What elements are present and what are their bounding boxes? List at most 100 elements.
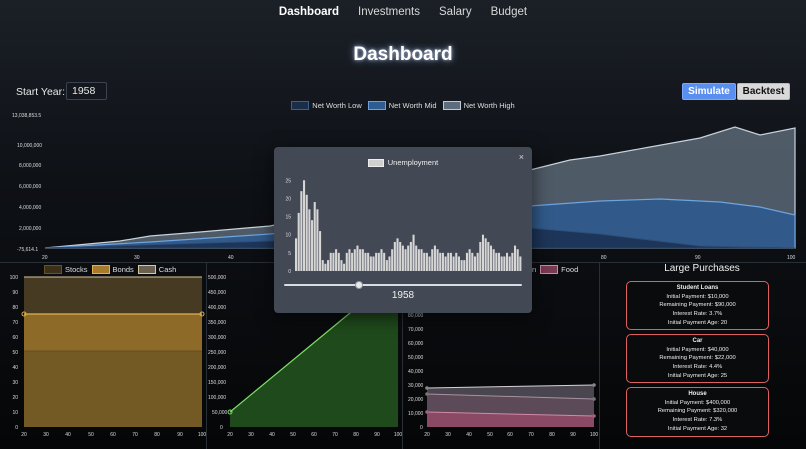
unemployment-bar	[351, 252, 354, 271]
savings-chart: 500,000 450,000 400,000 350,000 300,000 …	[208, 275, 402, 438]
purchase-age: Initial Payment Age: 32	[667, 425, 728, 432]
exp-xtick: 90	[570, 432, 576, 438]
purchase-rate: Interest Rate: 3.7%	[672, 311, 723, 318]
unemployment-bar	[489, 245, 493, 271]
close-icon[interactable]: ×	[518, 152, 524, 162]
unemployment-bar	[503, 256, 506, 271]
year-slider-track[interactable]	[284, 284, 522, 286]
purchase-age: Initial Payment Age: 20	[667, 319, 728, 326]
unemployment-bar	[479, 241, 482, 271]
unemployment-bar	[311, 220, 314, 271]
unemployment-bar	[428, 256, 431, 271]
purchase-card-car[interactable]: Car Initial Payment: $40,000 Remaining P…	[626, 334, 769, 383]
unemployment-bar	[383, 252, 386, 271]
unemployment-bar	[377, 252, 380, 271]
alloc-ytick: 0	[15, 425, 18, 431]
expenses-legend: n Food	[532, 265, 578, 274]
sav-ytick: 200,000	[208, 365, 226, 371]
unemployment-bar	[417, 249, 420, 271]
exp-ytick: 20,000	[408, 397, 424, 403]
unemployment-bar	[439, 252, 442, 271]
legend-bonds[interactable]: Bonds	[91, 265, 134, 274]
unemployment-bar	[455, 252, 458, 271]
unemployment-bar	[337, 252, 340, 271]
nav-budget[interactable]: Budget	[490, 6, 528, 18]
alloc-xtick: 50	[88, 432, 94, 438]
nav-investments[interactable]: Investments	[358, 6, 420, 18]
exp-ytick: 30,000	[408, 383, 424, 389]
sav-ytick: 300,000	[208, 335, 226, 341]
year-slider-value: 1958	[391, 290, 415, 301]
alloc-ytick: 80	[12, 305, 18, 311]
page-title: Dashboard	[353, 44, 453, 65]
legend-networth-mid[interactable]: Net Worth Mid	[367, 101, 437, 110]
purchase-card-house[interactable]: House Initial Payment: $400,000 Remainin…	[626, 387, 769, 437]
sav-ytick: 400,000	[208, 305, 226, 311]
unemployment-bar	[500, 256, 503, 271]
purchase-card-student-loans[interactable]: Student Loans Initial Payment: $10,000 R…	[626, 281, 769, 330]
cash-area	[24, 277, 202, 314]
unemployment-bar	[452, 256, 455, 271]
unemployment-bar	[471, 252, 474, 271]
nav-dashboard[interactable]: Dashboard	[278, 6, 339, 18]
nw-xtick: 100	[787, 255, 796, 261]
nav-salary[interactable]: Salary	[439, 6, 472, 18]
purchase-name: Student Loans	[676, 285, 719, 291]
unemployment-legend[interactable]: Unemployment	[274, 158, 532, 167]
expenses-food-area	[427, 412, 594, 427]
alloc-xtick: 20	[21, 432, 27, 438]
sav-ytick: 150,000	[208, 380, 226, 386]
nw-ytick: 2,000,000	[19, 226, 41, 232]
unemployment-bar	[476, 252, 479, 271]
legend-networth-high[interactable]: Net Worth High	[442, 101, 515, 110]
unemployment-bar	[519, 256, 522, 271]
allocation-legend: Stocks Bonds Cash	[44, 265, 176, 274]
unemployment-bar	[316, 209, 319, 271]
exp-ytick: 40,000	[408, 369, 424, 375]
nw-ytick: 6,000,000	[19, 184, 41, 190]
legend-food[interactable]: Food	[540, 265, 578, 274]
networth-legend: Net Worth Low Net Worth Mid Net Worth Hi…	[0, 101, 806, 110]
alloc-xtick: 70	[132, 432, 138, 438]
unemployment-bar	[345, 252, 348, 271]
legend-stocks[interactable]: Stocks	[44, 265, 88, 274]
unemployment-bar	[393, 241, 396, 271]
nw-ytick: 13,038,853.5	[12, 113, 41, 119]
unemployment-bar	[372, 256, 375, 271]
savings-area	[230, 308, 398, 427]
large-purchases-title: Large Purchases	[664, 263, 740, 274]
unemployment-bar	[441, 252, 444, 271]
nw-ytick: 10,000,000	[17, 143, 42, 149]
legend-networth-low[interactable]: Net Worth Low	[291, 101, 362, 110]
legend-cash[interactable]: Cash	[137, 265, 176, 274]
allocation-chart: 100 90 80 70 60 50 40 30 20 10 0 20 30 4…	[10, 275, 206, 438]
sav-xtick: 30	[248, 432, 254, 438]
unemployment-bar	[425, 252, 428, 271]
unemployment-bar	[329, 252, 332, 271]
simulate-button[interactable]: Simulate	[682, 83, 736, 100]
unemployment-bar	[367, 252, 370, 271]
backtest-button[interactable]: Backtest	[737, 83, 790, 100]
sav-ytick: 450,000	[208, 290, 226, 296]
unemployment-bar	[412, 234, 415, 271]
unemployment-bar	[391, 249, 394, 271]
unemployment-bar	[481, 234, 485, 271]
panel-divider	[402, 262, 403, 449]
nw-xtick: 40	[228, 255, 234, 261]
unemployment-bar	[348, 249, 351, 271]
sav-ytick: 250,000	[208, 350, 226, 356]
unemployment-bar	[457, 256, 460, 271]
year-slider-thumb[interactable]	[354, 281, 363, 289]
alloc-xtick: 30	[43, 432, 49, 438]
panel-divider	[206, 262, 207, 449]
start-year-label: Start Year:	[16, 86, 66, 98]
exp-ytick: 50,000	[408, 355, 424, 361]
unemployment-bar	[340, 260, 343, 271]
exp-xtick: 60	[507, 432, 513, 438]
unemployment-ytick: 20	[285, 196, 291, 202]
unemployment-bar	[319, 231, 322, 271]
start-year-input[interactable]	[66, 82, 107, 100]
alloc-ytick: 70	[12, 320, 18, 326]
purchase-name: Car	[692, 338, 703, 344]
unemployment-bar	[447, 252, 450, 271]
